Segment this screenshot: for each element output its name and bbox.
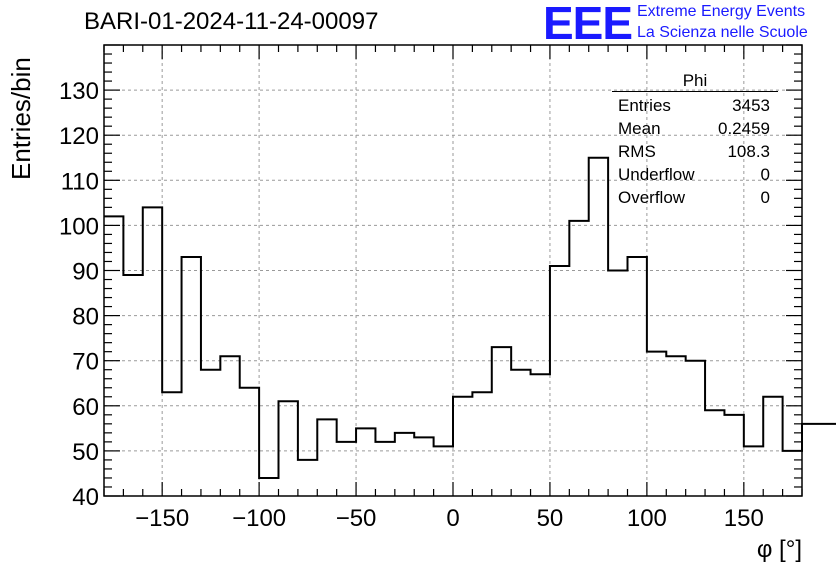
y-axis-label: Entries/bin [6, 57, 36, 180]
y-tick-label: 80 [72, 304, 99, 331]
histogram-bin [259, 478, 278, 496]
logo-line-1: Extreme Energy Events [637, 3, 806, 20]
y-tick-label: 70 [72, 349, 99, 376]
histogram-bin [453, 397, 472, 496]
y-tick-label: 40 [72, 484, 99, 511]
y-tick-label: 90 [72, 259, 99, 286]
stats-row-underflow: Underflow 0 [612, 163, 778, 186]
histogram-bin [783, 451, 802, 496]
stats-row-mean: Mean 0.2459 [612, 117, 778, 140]
y-tick-label: 130 [59, 78, 99, 105]
x-tick-label: 100 [627, 505, 667, 532]
stats-value: 0 [760, 188, 770, 207]
histogram-bin [686, 361, 705, 496]
histogram-bin [240, 388, 259, 496]
histogram-bin [511, 370, 530, 496]
chart-title: BARI-01-2024-11-24-00097 [84, 8, 379, 35]
eee-logo: EEE [543, 0, 633, 49]
stats-title: Phi [612, 71, 778, 92]
x-axis-label: φ [°] [756, 536, 802, 563]
stats-value: 3453 [732, 96, 770, 115]
y-tick-label: 100 [59, 213, 99, 240]
x-tick-label: 150 [724, 505, 764, 532]
histogram-bin [162, 392, 181, 496]
histogram-bin [143, 207, 162, 496]
histogram-bin [666, 356, 685, 496]
x-tick-label: −50 [336, 505, 377, 532]
histogram-bin [414, 437, 433, 496]
histogram-bin [395, 433, 414, 496]
histogram-bin [647, 352, 666, 496]
histogram-bin [550, 266, 569, 496]
stats-label: Underflow [618, 165, 695, 184]
histogram-bin [182, 257, 201, 496]
histogram-bin [608, 271, 627, 497]
histogram-bin [802, 424, 821, 496]
histogram-bin [220, 356, 239, 496]
histogram-bin [744, 446, 763, 496]
x-tick-label: 0 [446, 505, 459, 532]
histogram-bin [434, 446, 453, 496]
histogram-bin [298, 460, 317, 496]
histogram-bin [531, 374, 550, 496]
histogram-bin [356, 428, 375, 496]
stats-value: 0 [760, 165, 770, 184]
histogram-bin [337, 442, 356, 496]
histogram-series [104, 156, 836, 479]
y-tick-label: 60 [72, 394, 99, 421]
histogram-bin [705, 410, 724, 496]
x-tick-label: 50 [537, 505, 564, 532]
stats-label: Mean [618, 119, 661, 138]
stats-row-overflow: Overflow 0 [612, 186, 778, 209]
histogram-bin [123, 275, 142, 496]
stats-label: RMS [618, 142, 656, 161]
stats-row-rms: RMS 108.3 [612, 140, 778, 163]
stats-label: Entries [618, 96, 671, 115]
histogram-bin [724, 415, 743, 496]
histogram-bin [104, 216, 123, 496]
y-tick-label: 110 [61, 168, 99, 195]
x-tick-label: −100 [232, 505, 286, 532]
histogram-bin [628, 257, 647, 496]
histogram-bin [375, 442, 394, 496]
logo-line-2: La Scienza nelle Scuole [637, 24, 808, 41]
stats-value: 108.3 [727, 142, 770, 161]
histogram-bin [821, 424, 836, 496]
histogram-bin [201, 370, 220, 496]
stats-label: Overflow [618, 188, 686, 207]
histogram-bin [317, 419, 336, 496]
y-tick-label: 120 [59, 123, 99, 150]
histogram-bin [763, 397, 782, 496]
stats-box: Phi Entries 3453 Mean 0.2459 RMS 108.3 U… [612, 71, 778, 209]
histogram-bin [279, 401, 298, 496]
stats-value: 0.2459 [718, 119, 770, 138]
histogram-bin [569, 221, 588, 496]
histogram-bin [472, 392, 491, 496]
histogram-bin [492, 347, 511, 496]
y-tick-label: 50 [72, 439, 99, 466]
x-tick-label: −150 [135, 505, 189, 532]
histogram-bin [589, 158, 608, 496]
stats-row-entries: Entries 3453 [612, 94, 778, 117]
